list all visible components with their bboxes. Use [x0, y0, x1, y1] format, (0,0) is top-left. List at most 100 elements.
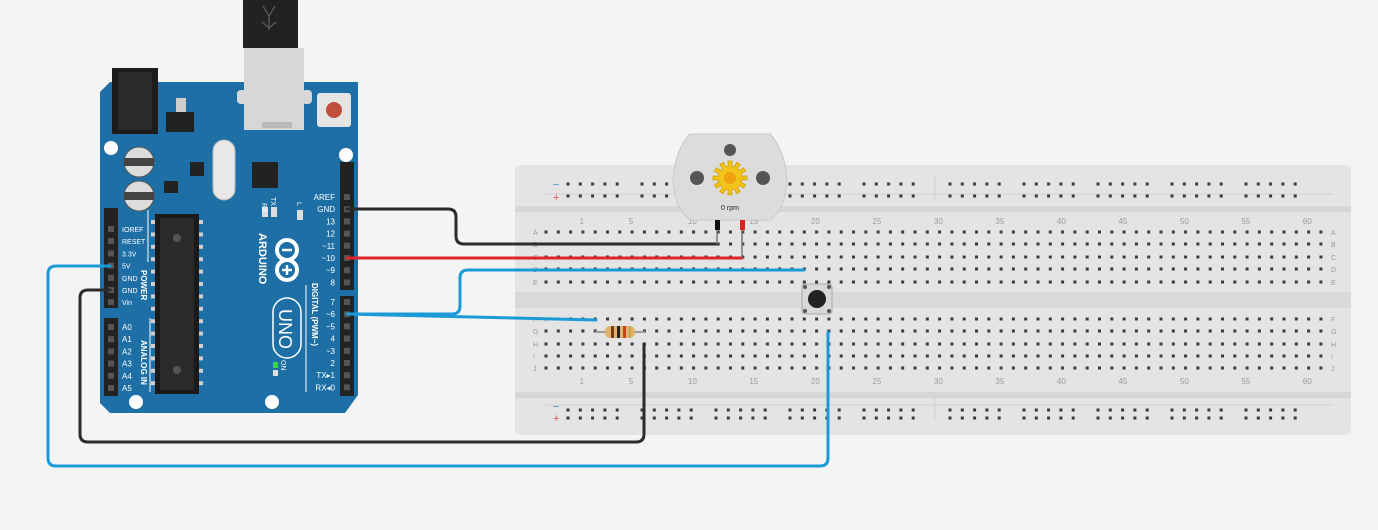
breadboard-hole[interactable] — [581, 366, 585, 370]
rail-hole[interactable] — [874, 416, 878, 420]
rail-hole[interactable] — [1133, 182, 1137, 186]
rail-hole[interactable] — [1022, 408, 1026, 412]
breadboard-hole[interactable] — [1294, 230, 1298, 234]
breadboard-hole[interactable] — [606, 354, 609, 358]
rail-hole[interactable] — [788, 182, 792, 186]
breadboard-hole[interactable] — [593, 354, 597, 358]
breadboard-hole[interactable] — [1319, 317, 1323, 321]
breadboard-hole[interactable] — [716, 354, 720, 358]
breadboard-hole[interactable] — [827, 280, 831, 284]
breadboard-hole[interactable] — [1073, 354, 1077, 358]
breadboard-hole[interactable] — [679, 317, 683, 321]
breadboard-hole[interactable] — [1221, 366, 1224, 370]
breadboard-hole[interactable] — [925, 230, 929, 234]
breadboard-hole[interactable] — [753, 329, 757, 333]
breadboard-hole[interactable] — [950, 242, 954, 246]
breadboard-hole[interactable] — [1147, 342, 1151, 346]
header-pin[interactable] — [108, 372, 114, 379]
breadboard-hole[interactable] — [1159, 317, 1163, 321]
breadboard-hole[interactable] — [716, 329, 720, 333]
rail-hole[interactable] — [1182, 182, 1186, 186]
rail-hole[interactable] — [578, 194, 582, 198]
breadboard-hole[interactable] — [925, 267, 929, 271]
breadboard-hole[interactable] — [888, 242, 892, 246]
breadboard-hole[interactable] — [569, 354, 573, 358]
breadboard-hole[interactable] — [1208, 280, 1212, 284]
breadboard-hole[interactable] — [655, 230, 659, 234]
breadboard-hole[interactable] — [765, 366, 769, 370]
breadboard-hole[interactable] — [1196, 329, 1200, 333]
breadboard-hole[interactable] — [1122, 267, 1126, 271]
breadboard-hole[interactable] — [1270, 366, 1274, 370]
breadboard-hole[interactable] — [1294, 354, 1298, 358]
breadboard-hole[interactable] — [999, 366, 1003, 370]
rail-hole[interactable] — [1182, 408, 1186, 412]
breadboard-hole[interactable] — [618, 354, 622, 358]
breadboard-hole[interactable] — [544, 329, 548, 333]
rail-hole[interactable] — [1145, 408, 1149, 412]
breadboard-hole[interactable] — [1098, 317, 1101, 321]
breadboard-hole[interactable] — [827, 242, 831, 246]
breadboard-hole[interactable] — [1196, 230, 1200, 234]
breadboard-hole[interactable] — [999, 242, 1003, 246]
breadboard-hole[interactable] — [1073, 267, 1077, 271]
breadboard-hole[interactable] — [741, 230, 745, 234]
rail-hole[interactable] — [652, 416, 656, 420]
breadboard-hole[interactable] — [1184, 267, 1188, 271]
breadboard-hole[interactable] — [1110, 267, 1114, 271]
breadboard-hole[interactable] — [1085, 317, 1089, 321]
breadboard-hole[interactable] — [778, 366, 782, 370]
rail-hole[interactable] — [1256, 182, 1260, 186]
breadboard-hole[interactable] — [938, 267, 942, 271]
breadboard-hole[interactable] — [1245, 317, 1249, 321]
breadboard-hole[interactable] — [618, 342, 622, 346]
breadboard-hole[interactable] — [1282, 317, 1286, 321]
rail-hole[interactable] — [1170, 416, 1174, 420]
breadboard-hole[interactable] — [1208, 317, 1212, 321]
breadboard-hole[interactable] — [1085, 242, 1089, 246]
rail-hole[interactable] — [1195, 182, 1199, 186]
breadboard-hole[interactable] — [950, 366, 954, 370]
rail-hole[interactable] — [985, 182, 989, 186]
breadboard-hole[interactable] — [1073, 317, 1077, 321]
breadboard-hole[interactable] — [1159, 255, 1163, 259]
breadboard-hole[interactable] — [1245, 354, 1249, 358]
breadboard-hole[interactable] — [888, 366, 892, 370]
breadboard-hole[interactable] — [1233, 317, 1237, 321]
rail-hole[interactable] — [603, 416, 607, 420]
breadboard-hole[interactable] — [667, 354, 671, 358]
breadboard-hole[interactable] — [938, 230, 942, 234]
breadboard-hole[interactable] — [950, 342, 954, 346]
rail-hole[interactable] — [862, 194, 866, 198]
breadboard-hole[interactable] — [864, 366, 868, 370]
rail-hole[interactable] — [1219, 416, 1223, 420]
breadboard-hole[interactable] — [876, 267, 880, 271]
breadboard-hole[interactable] — [852, 255, 855, 259]
rail-hole[interactable] — [825, 182, 829, 186]
breadboard-hole[interactable] — [729, 242, 732, 246]
breadboard-hole[interactable] — [1024, 342, 1028, 346]
breadboard-hole[interactable] — [1282, 242, 1286, 246]
breadboard-hole[interactable] — [581, 230, 585, 234]
rail-hole[interactable] — [640, 408, 644, 412]
breadboard-hole[interactable] — [999, 267, 1003, 271]
breadboard-hole[interactable] — [1011, 366, 1015, 370]
breadboard-hole[interactable] — [544, 354, 548, 358]
breadboard-hole[interactable] — [827, 317, 831, 321]
breadboard-hole[interactable] — [778, 354, 782, 358]
breadboard-hole[interactable] — [569, 366, 573, 370]
rail-hole[interactable] — [887, 408, 891, 412]
breadboard-hole[interactable] — [1098, 342, 1101, 346]
breadboard-hole[interactable] — [1048, 329, 1052, 333]
breadboard-hole[interactable] — [1294, 342, 1298, 346]
breadboard-hole[interactable] — [975, 267, 978, 271]
breadboard-hole[interactable] — [864, 280, 868, 284]
breadboard-hole[interactable] — [1110, 280, 1114, 284]
breadboard-hole[interactable] — [1147, 329, 1151, 333]
breadboard-hole[interactable] — [876, 230, 880, 234]
breadboard-hole[interactable] — [655, 329, 659, 333]
breadboard-hole[interactable] — [864, 342, 868, 346]
breadboard-hole[interactable] — [1134, 329, 1138, 333]
breadboard-hole[interactable] — [1024, 230, 1028, 234]
breadboard-hole[interactable] — [1294, 366, 1298, 370]
